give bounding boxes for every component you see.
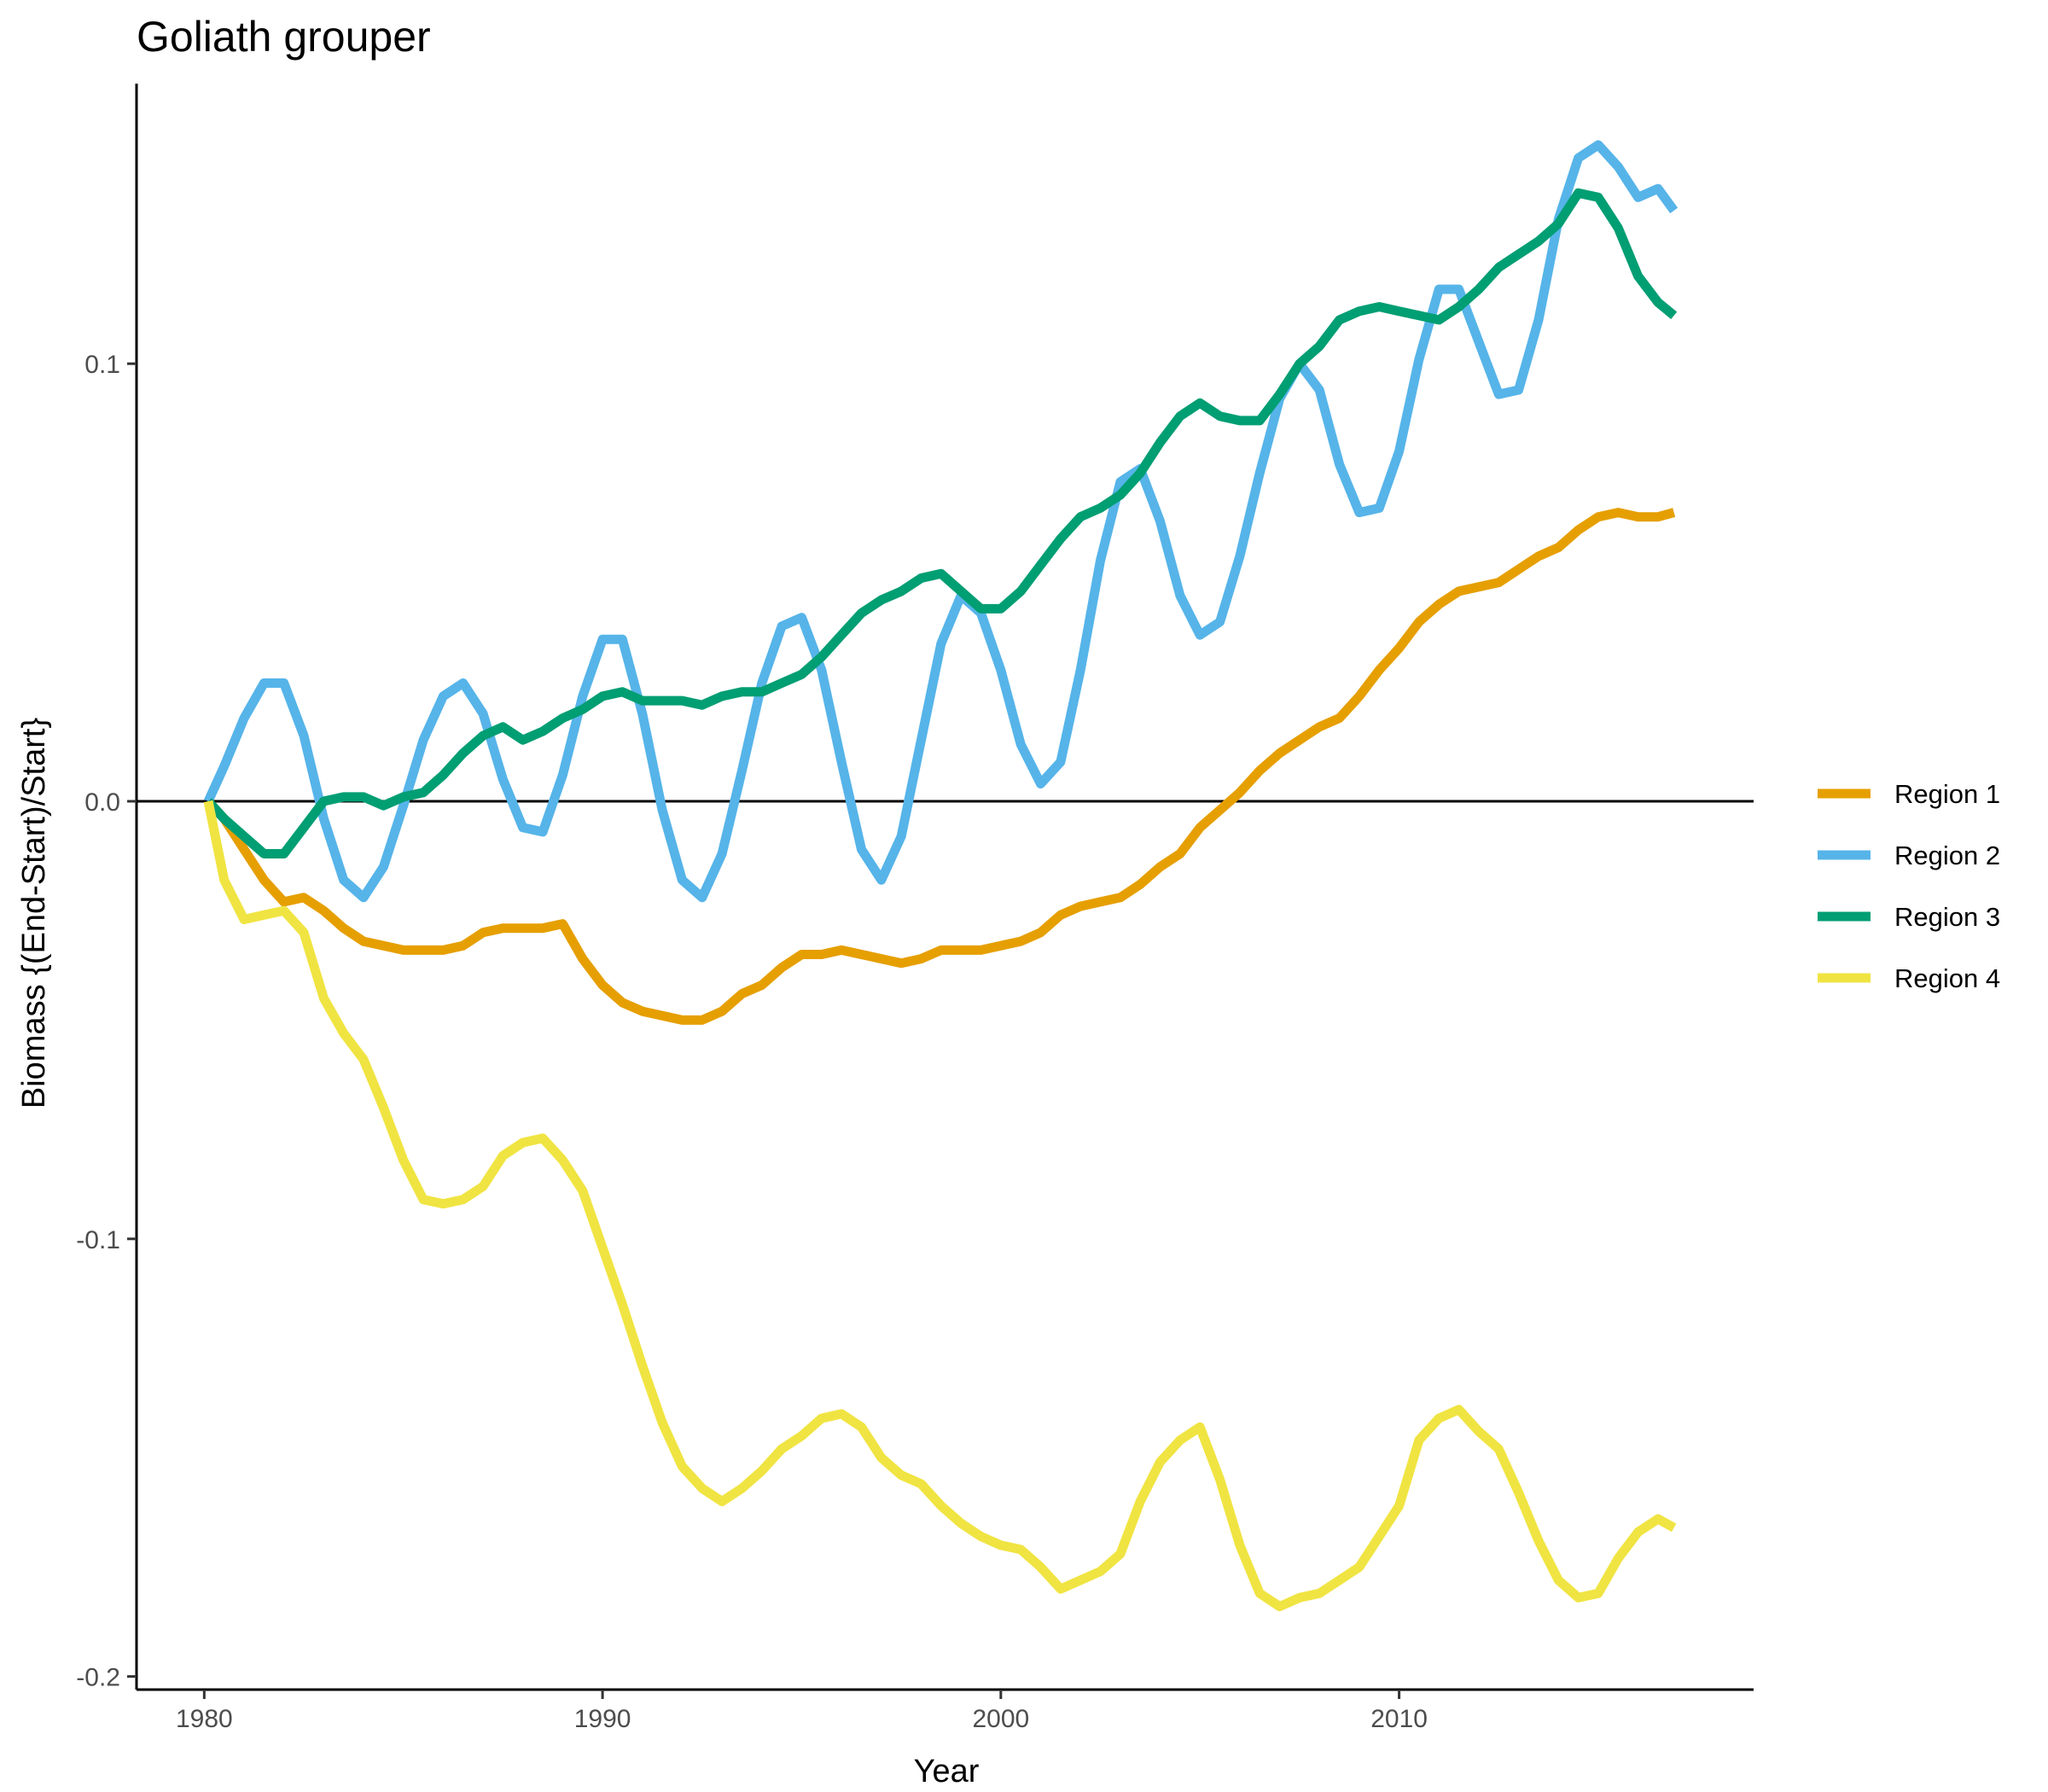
legend-label: Region 2: [1894, 841, 2000, 870]
x-tick-label: 1990: [574, 1705, 631, 1733]
y-tick-label: -0.2: [76, 1664, 120, 1692]
y-axis-ticks: -0.2 -0.1 0.0 0.1: [76, 351, 137, 1692]
y-tick-label: 0.1: [84, 351, 120, 379]
x-tick-label: 1980: [176, 1705, 233, 1733]
x-axis-ticks: 1980 1990 2000 2010: [176, 1690, 1428, 1733]
legend-item-region-3: Region 3: [1818, 902, 2000, 932]
series-line-region-1: [204, 508, 1676, 1025]
chart-title: Goliath grouper: [137, 13, 431, 61]
y-tick-label: -0.1: [76, 1226, 120, 1254]
x-axis-label: Year: [914, 1754, 980, 1789]
series-layer: [203, 140, 1679, 1612]
legend-label: Region 1: [1894, 779, 2000, 809]
y-axis-label: Biomass {(End-Start)/Start}: [16, 718, 52, 1108]
legend-item-region-1: Region 1: [1818, 779, 2000, 809]
legend-item-region-2: Region 2: [1818, 841, 2000, 870]
x-tick-label: 2010: [1370, 1705, 1428, 1733]
legend-item-region-4: Region 4: [1818, 963, 2000, 993]
series-line-region-2: [203, 140, 1679, 903]
series-line-region-4: [203, 800, 1677, 1612]
y-tick-label: 0.0: [84, 788, 120, 817]
legend-label: Region 4: [1894, 963, 2000, 993]
axes-layer: [135, 84, 1754, 1691]
legend-label: Region 3: [1894, 902, 2000, 932]
series-line-region-3: [204, 188, 1678, 858]
legend: Region 1 Region 2 Region 3 Region 4: [1818, 779, 2000, 993]
x-tick-label: 2000: [972, 1705, 1029, 1733]
